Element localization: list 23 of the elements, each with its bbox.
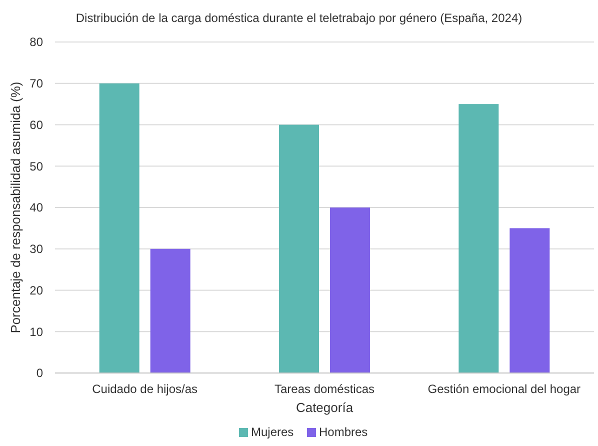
bar bbox=[510, 228, 550, 373]
y-tick-label: 10 bbox=[30, 324, 44, 339]
y-tick-label: 0 bbox=[36, 366, 44, 380]
bar bbox=[458, 104, 499, 373]
bar bbox=[330, 208, 370, 373]
y-tick-label: 50 bbox=[30, 159, 44, 174]
x-tick-label: Cuidado de hijos/as bbox=[92, 382, 198, 396]
x-axis-title: Categoría bbox=[296, 400, 354, 415]
y-tick-label: 60 bbox=[30, 118, 44, 132]
legend-label: Mujeres bbox=[251, 425, 294, 439]
y-tick-label: 30 bbox=[30, 242, 44, 256]
x-tick-label: Gestión emocional del hogar bbox=[428, 382, 581, 396]
chart-title: Distribución de la carga doméstica durante el teletrabajo por género (España, 2024) bbox=[76, 11, 522, 25]
bar bbox=[150, 248, 190, 373]
y-tick-label: 20 bbox=[30, 283, 44, 298]
y-tick-label: 40 bbox=[30, 200, 44, 215]
y-tick-label: 80 bbox=[30, 35, 44, 50]
bar bbox=[279, 124, 319, 373]
legend-label: Hombres bbox=[319, 425, 368, 439]
bar bbox=[99, 83, 140, 373]
x-tick-label: Tareas domésticas bbox=[274, 382, 375, 396]
y-tick-label: 70 bbox=[30, 76, 44, 91]
y-axis-title: Porcentaje de responsabilidad asumida (%) bbox=[8, 82, 23, 334]
